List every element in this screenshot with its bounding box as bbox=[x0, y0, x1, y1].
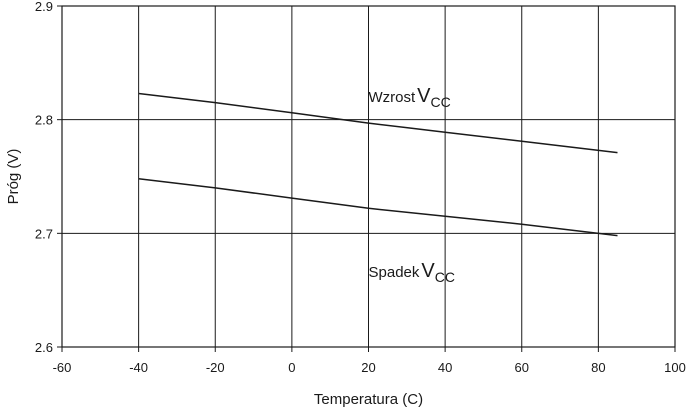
series-annotation-symbol: V bbox=[417, 85, 431, 107]
x-axis-tick-labels: -60 -40 -20 0 20 40 60 80 100 bbox=[53, 347, 686, 375]
series-annotation-subscript: CC bbox=[431, 94, 451, 110]
x-axis-title: Temperatura (C) bbox=[314, 391, 423, 408]
series-annotation: Wzrost VCC bbox=[369, 85, 451, 110]
y-tick-label: 2.6 bbox=[35, 340, 53, 355]
series-annotation: Spadek VCC bbox=[369, 260, 455, 285]
x-tick-label: -60 bbox=[53, 360, 72, 375]
series-lines bbox=[138, 92, 618, 237]
x-tick-label: 40 bbox=[438, 360, 452, 375]
x-tick-label: 20 bbox=[361, 360, 375, 375]
x-tick-label: 0 bbox=[288, 360, 295, 375]
series-annotation-name: Spadek bbox=[369, 264, 420, 281]
series-annotation-name: Wzrost bbox=[369, 89, 416, 106]
x-tick-label: -40 bbox=[129, 360, 148, 375]
y-axis-tick-labels: 2.6 2.7 2.8 2.9 bbox=[35, 0, 62, 355]
x-tick-label: -20 bbox=[206, 360, 225, 375]
x-tick-label: 80 bbox=[591, 360, 605, 375]
y-axis-title: Próg (V) bbox=[5, 149, 22, 205]
series-annotation-symbol: V bbox=[421, 260, 435, 282]
series-line-0 bbox=[138, 92, 618, 154]
series-line-1 bbox=[138, 178, 618, 237]
x-tick-label: 100 bbox=[664, 360, 686, 375]
y-tick-label: 2.7 bbox=[35, 226, 53, 241]
y-tick-label: 2.9 bbox=[35, 0, 53, 14]
series-annotation-subscript: CC bbox=[435, 269, 455, 285]
y-tick-label: 2.8 bbox=[35, 113, 53, 128]
x-tick-label: 60 bbox=[515, 360, 529, 375]
